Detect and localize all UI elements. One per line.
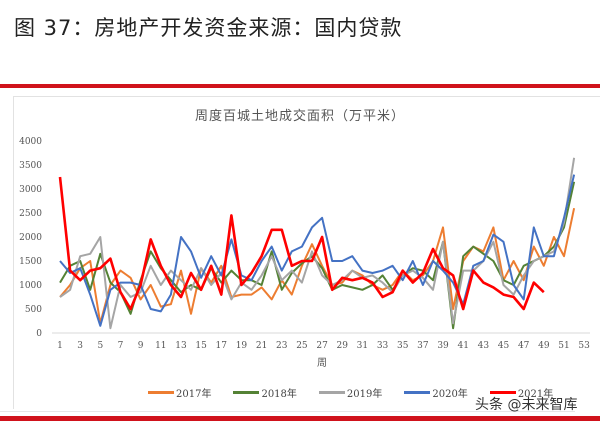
bottom-red-rule	[0, 416, 600, 421]
x-tick-label: 47	[518, 341, 530, 351]
legend-swatch	[404, 391, 431, 394]
x-tick-label: 51	[558, 341, 569, 351]
x-tick-label: 21	[256, 341, 267, 351]
x-tick-label: 3	[77, 341, 83, 351]
legend-item-2017: 2017年	[148, 385, 211, 400]
series-line-2019	[59, 157, 576, 330]
legend-swatch	[318, 391, 345, 394]
chart-frame	[13, 96, 600, 409]
legend-swatch	[489, 391, 516, 394]
x-tick-label: 7	[118, 341, 124, 351]
x-tick-label: 37	[417, 341, 429, 351]
x-axis-label: 周	[317, 357, 327, 369]
x-tick-label: 45	[498, 341, 510, 351]
y-axis: 0 500 1000 1500 2000 2500 3000 3500 4000	[19, 137, 42, 339]
x-tick-label: 41	[457, 341, 468, 351]
y-tick-label: 3500	[19, 161, 42, 171]
series-line-2020	[59, 174, 576, 327]
legend-swatch	[233, 391, 260, 394]
x-tick-label: 49	[538, 341, 550, 351]
x-tick-label: 43	[478, 341, 490, 351]
series-line-2017	[59, 207, 576, 325]
top-red-rule	[0, 84, 600, 88]
x-axis: 1 3 5 7 9 11 13 15 17 19 21 23 25 27 29 31 33 35 37 39 41 43 4…	[57, 341, 590, 351]
legend-item-2018: 2018年	[233, 385, 297, 400]
y-tick-label: 4000	[19, 137, 42, 147]
x-tick-label: 35	[397, 341, 409, 351]
legend-item-2021: 2021年	[489, 385, 553, 400]
x-tick-label: 27	[316, 341, 328, 351]
watermark: 头条 @未来智库	[475, 397, 578, 413]
y-tick-label: 500	[25, 305, 42, 315]
y-tick-label: 2500	[19, 209, 42, 219]
x-tick-label: 19	[236, 341, 248, 351]
y-tick-label: 3000	[19, 185, 42, 195]
x-tick-label: 31	[357, 341, 368, 351]
legend-item-2020: 2020年	[404, 385, 468, 400]
x-tick-label: 13	[175, 341, 187, 351]
x-tick-label: 29	[337, 341, 349, 351]
x-tick-label: 17	[216, 341, 228, 351]
x-tick-label: 1	[57, 341, 63, 351]
x-tick-label: 15	[195, 341, 207, 351]
y-tick-label: 1500	[19, 257, 42, 267]
x-tick-label: 33	[377, 341, 389, 351]
y-tick-label: 0	[36, 329, 42, 339]
figure-title: 图 37：房地产开发资金来源：国内贷款	[14, 16, 403, 40]
divider	[0, 411, 575, 412]
legend-item-2019: 2019年	[318, 385, 382, 400]
x-tick-label: 9	[138, 341, 144, 351]
y-tick-label: 1000	[19, 281, 42, 291]
x-tick-label: 23	[276, 341, 288, 351]
x-tick-label: 39	[437, 341, 449, 351]
series-line-2021	[58, 176, 545, 311]
x-tick-label: 53	[578, 341, 590, 351]
y-tick-label: 2000	[19, 233, 42, 243]
series-lines	[58, 157, 576, 330]
chart-legend: 2017年 2018年 2019年 2020年 2021年	[148, 385, 553, 400]
x-tick-label: 25	[296, 341, 308, 351]
legend-swatch	[148, 391, 174, 394]
x-tick-label: 5	[97, 341, 103, 351]
chart-title: 周度百城土地成交面积（万平米）	[194, 109, 405, 124]
x-tick-label: 11	[155, 341, 166, 351]
